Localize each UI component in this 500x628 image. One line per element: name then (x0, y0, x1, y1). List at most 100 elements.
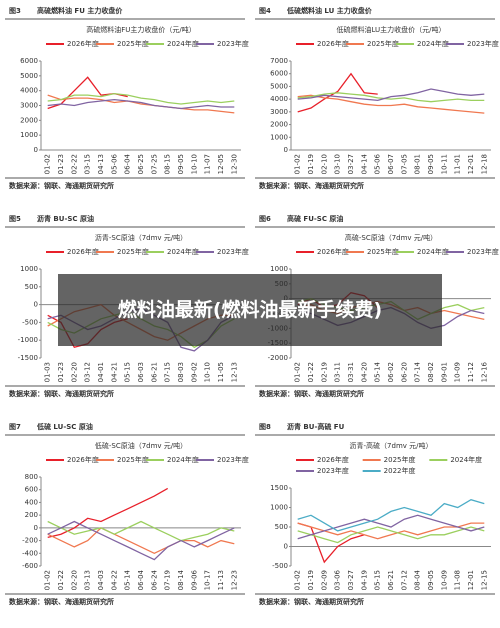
x-tick-label: 04-19 (360, 570, 368, 590)
y-tick-label: 4000 (270, 95, 288, 103)
series-line (297, 514, 485, 540)
y-tick-label: 2000 (20, 116, 38, 124)
x-tick-label: 12-23 (230, 570, 238, 590)
legend-label: 2024年度 (417, 247, 449, 256)
y-tick-label: 1000 (270, 265, 288, 273)
source-note: 数据来源：钢联、海通期货研究所 (259, 181, 364, 190)
x-tick-label: 05-15 (124, 362, 132, 382)
x-tick-label: 09-05 (177, 154, 185, 174)
legend-label: 2023年度 (467, 39, 499, 48)
x-tick-label: 06-25 (137, 154, 145, 174)
figure-caption: 低硫燃料油 LU 主力收盘价 (286, 6, 373, 15)
x-tick-label: 12-13 (230, 362, 238, 382)
x-tick-label: 10-09 (454, 362, 462, 382)
x-tick-label: 09-06 (190, 569, 198, 590)
legend-label: 2024年度 (167, 247, 199, 256)
x-tick-label: 03-27 (347, 154, 355, 174)
x-tick-label: 11-08 (454, 570, 462, 590)
legend-label: 2024年度 (417, 39, 449, 48)
figure-label: 图7 (9, 422, 21, 431)
y-tick-label: -200 (22, 537, 38, 545)
y-tick-label: 600 (25, 486, 38, 494)
y-tick-label: 400 (25, 498, 38, 506)
x-tick-label: 07-12 (400, 570, 408, 590)
y-tick-label: 2000 (270, 121, 288, 129)
source-note: 数据来源：钢联、海通期货研究所 (9, 389, 114, 398)
chart-title: 沥青-SC原油（7dmv 元/吨） (95, 233, 187, 242)
series-line (297, 92, 485, 103)
source-note: 数据来源：钢联、海通期货研究所 (9, 597, 114, 606)
legend-label: 2023年度 (217, 247, 249, 256)
y-tick-label: 5000 (20, 72, 38, 80)
chart-title: 沥青-高硫（7dmv 元/吨） (350, 441, 433, 450)
y-tick-label: -500 (272, 562, 288, 570)
x-tick-label: 04-01 (97, 362, 105, 382)
x-tick-label: 08-14 (177, 569, 185, 590)
legend-label: 2025年度 (367, 39, 399, 48)
x-tick-label: 06-21 (150, 362, 158, 382)
x-tick-label: 03-10 (334, 154, 342, 174)
legend-label: 2024年度 (167, 455, 199, 464)
x-tick-label: 06-20 (400, 362, 408, 382)
x-tick-label: 11-01 (454, 154, 462, 174)
overlay-title: 燃料油最新(燃料油最新手续费) (58, 274, 442, 346)
x-tick-label: 01-23 (57, 362, 65, 382)
y-tick-label: 800 (25, 473, 38, 481)
source-note: 数据来源：钢联、海通期货研究所 (259, 597, 364, 606)
chart-title: 高硫燃料油FU主力收盘价（元/吨） (86, 25, 196, 34)
series-line (47, 527, 235, 555)
legend-label: 2024年度 (450, 455, 482, 464)
y-tick-label: -500 (22, 318, 38, 326)
x-tick-label: 12-01 (467, 570, 475, 590)
series-line (297, 94, 485, 114)
y-tick-label: 1500 (270, 484, 288, 492)
y-tick-label: 4000 (20, 87, 38, 95)
x-tick-label: 11-12 (467, 362, 475, 382)
figure-caption: 沥青 BU-SC 原油 (37, 214, 94, 223)
x-tick-label: 10-09 (440, 570, 448, 590)
x-tick-label: 12-30 (230, 154, 238, 174)
x-tick-label: 07-14 (414, 361, 422, 382)
y-tick-label: -1500 (18, 354, 38, 362)
x-tick-label: 09-05 (427, 570, 435, 590)
x-tick-label: 09-05 (427, 154, 435, 174)
legend-label: 2025年度 (117, 247, 149, 256)
x-tick-label: 04-20 (360, 362, 368, 382)
x-tick-label: 07-25 (150, 154, 158, 174)
x-tick-label: 01-02 (44, 154, 52, 174)
x-tick-label: 12-18 (480, 154, 488, 174)
legend-label: 2022年度 (384, 466, 416, 475)
x-tick-label: 07-19 (164, 570, 172, 590)
legend-label: 2023年度 (467, 247, 499, 256)
x-tick-label: 09-01 (440, 362, 448, 382)
figure-caption: 高硫燃料油 FU 主力收盘价 (37, 6, 123, 15)
series-line (47, 98, 235, 110)
y-tick-label: 0 (34, 146, 38, 154)
x-tick-label: 04-22 (110, 570, 118, 590)
chart-title: 低硫-SC原油（7dmv 元/吨） (95, 441, 187, 450)
x-tick-label: 01-03 (44, 362, 52, 382)
legend-label: 2025年度 (384, 455, 416, 464)
x-tick-label: 03-12 (84, 362, 92, 382)
x-tick-label: 03-11 (334, 362, 342, 382)
x-tick-label: 06-03 (137, 362, 145, 382)
chart-title: 高硫-SC原油（7dmv 元/吨） (345, 233, 437, 242)
y-tick-label: 6000 (270, 70, 288, 78)
x-tick-label: 01-02 (294, 362, 302, 382)
y-tick-label: -2000 (268, 354, 288, 362)
source-note: 数据来源：钢联、海通期货研究所 (9, 181, 114, 190)
x-tick-label: 03-13 (84, 570, 92, 590)
x-tick-label: 09-02 (190, 362, 198, 382)
figure-caption: 高硫 FU-SC 原油 (287, 214, 343, 223)
x-tick-label: 01-22 (307, 362, 315, 382)
y-tick-label: 1000 (270, 504, 288, 512)
x-tick-label: 02-09 (320, 570, 328, 590)
legend-label: 2023年度 (217, 455, 249, 464)
x-tick-label: 04-13 (97, 154, 105, 174)
legend-label: 2025年度 (117, 39, 149, 48)
legend-label: 2026年度 (67, 247, 99, 256)
series-line (47, 92, 235, 105)
x-tick-label: 12-16 (480, 361, 488, 382)
x-tick-label: 07-05 (400, 154, 408, 174)
